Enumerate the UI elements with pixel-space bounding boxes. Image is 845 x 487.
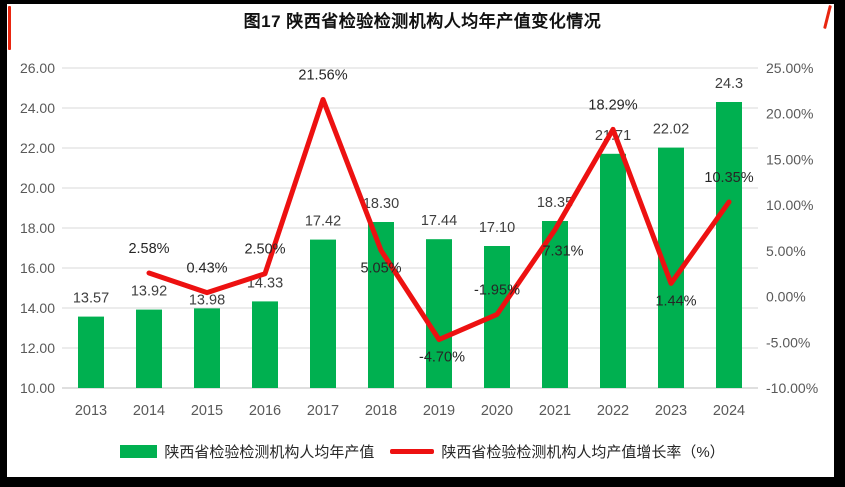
red-corner-mark-top-left xyxy=(8,6,11,50)
line-value-label: 1.44% xyxy=(655,293,696,309)
right-axis-tick: 20.00% xyxy=(766,106,813,122)
line-series-swatch xyxy=(390,448,435,454)
bar-value-label: 17.44 xyxy=(421,213,457,229)
line-value-label: 0.43% xyxy=(186,261,227,277)
right-axis-tick: -10.00% xyxy=(766,380,818,396)
x-axis-label: 2023 xyxy=(655,403,687,419)
left-axis-tick: 18.00 xyxy=(20,220,55,236)
left-axis-tick: 12.00 xyxy=(20,340,55,356)
right-axis-tick: 5.00% xyxy=(766,243,806,259)
bar-2015 xyxy=(194,308,220,388)
left-axis-tick: 26.00 xyxy=(20,60,55,76)
x-axis-label: 2016 xyxy=(249,403,281,419)
x-axis-label: 2021 xyxy=(539,403,571,419)
right-axis-tick: 10.00% xyxy=(766,197,813,213)
bar-series-swatch xyxy=(120,444,158,458)
chart-title: 图17 陕西省检验检测机构人均年产值变化情况 xyxy=(243,12,602,31)
line-value-label: 18.29% xyxy=(588,97,637,113)
bar-2016 xyxy=(252,301,278,388)
frame-border-right xyxy=(834,0,845,487)
bar-value-label: 22.02 xyxy=(653,122,689,138)
left-axis-tick: 14.00 xyxy=(20,300,55,316)
line-value-label: 10.35% xyxy=(704,170,753,186)
legend-item-bar-series: 陕西省检验检测机构人均年产值 xyxy=(120,441,374,462)
x-axis-label: 2017 xyxy=(307,403,339,419)
bar-2022 xyxy=(600,153,626,388)
line-value-label: 5.05% xyxy=(360,260,401,276)
chart-legend: 陕西省检验检测机构人均年产值 陕西省检验检测机构人均产值增长率（%） xyxy=(0,438,845,464)
line-value-label: 21.56% xyxy=(298,67,347,83)
bar-2021 xyxy=(542,221,568,388)
x-axis-label: 2013 xyxy=(75,403,107,419)
x-axis-label: 2014 xyxy=(133,403,165,419)
bar-value-label: 13.98 xyxy=(189,292,225,308)
line-series-label: 陕西省检验检测机构人均产值增长率（%） xyxy=(441,443,725,461)
bar-value-label: 18.30 xyxy=(363,196,399,212)
x-axis-label: 2024 xyxy=(713,403,745,419)
legend-item-line-series: 陕西省检验检测机构人均产值增长率（%） xyxy=(374,441,725,462)
right-axis-tick: -5.00% xyxy=(766,334,810,350)
growth-rate-line xyxy=(146,96,732,343)
frame-border-top xyxy=(0,0,845,4)
line-value-label: 2.58% xyxy=(128,241,169,257)
left-axis-tick: 22.00 xyxy=(20,140,55,156)
bar-2014 xyxy=(136,309,162,388)
x-axis-label: 2015 xyxy=(191,403,223,419)
x-axis-label: 2020 xyxy=(481,403,513,419)
bar-value-label: 17.42 xyxy=(305,214,341,230)
right-axis-tick: 25.00% xyxy=(766,60,813,76)
bar-2024 xyxy=(716,102,742,388)
left-axis-tick: 10.00 xyxy=(20,380,55,396)
line-value-label: -4.70% xyxy=(419,350,465,366)
line-value-label: -1.95% xyxy=(474,282,520,298)
bar-series-label: 陕西省检验检测机构人均年产值 xyxy=(164,443,375,461)
x-axis-label: 2018 xyxy=(365,403,397,419)
right-axis-tick: 15.00% xyxy=(766,151,813,167)
bar-value-label: 24.3 xyxy=(715,76,743,92)
bar-2013 xyxy=(78,316,104,388)
x-axis-label: 2019 xyxy=(423,403,455,419)
bar-value-label: 13.57 xyxy=(73,291,109,307)
x-axis-label: 2022 xyxy=(597,403,629,419)
bar-2019 xyxy=(426,239,452,388)
frame-border-bottom xyxy=(0,477,845,487)
left-axis-tick: 24.00 xyxy=(20,100,55,116)
line-value-label: 2.50% xyxy=(244,242,285,258)
bar-value-label: 13.92 xyxy=(131,284,167,300)
bar-value-label: 18.35 xyxy=(537,195,573,211)
bar-2017 xyxy=(310,239,336,388)
left-axis-tick: 16.00 xyxy=(20,260,55,276)
line-value-label: 7.31% xyxy=(542,244,583,260)
left-axis-tick: 20.00 xyxy=(20,180,55,196)
frame-border-left xyxy=(0,0,7,487)
bar-value-label: 14.33 xyxy=(247,275,283,291)
right-axis-tick: 0.00% xyxy=(766,289,806,305)
bar-value-label: 17.10 xyxy=(479,220,515,236)
